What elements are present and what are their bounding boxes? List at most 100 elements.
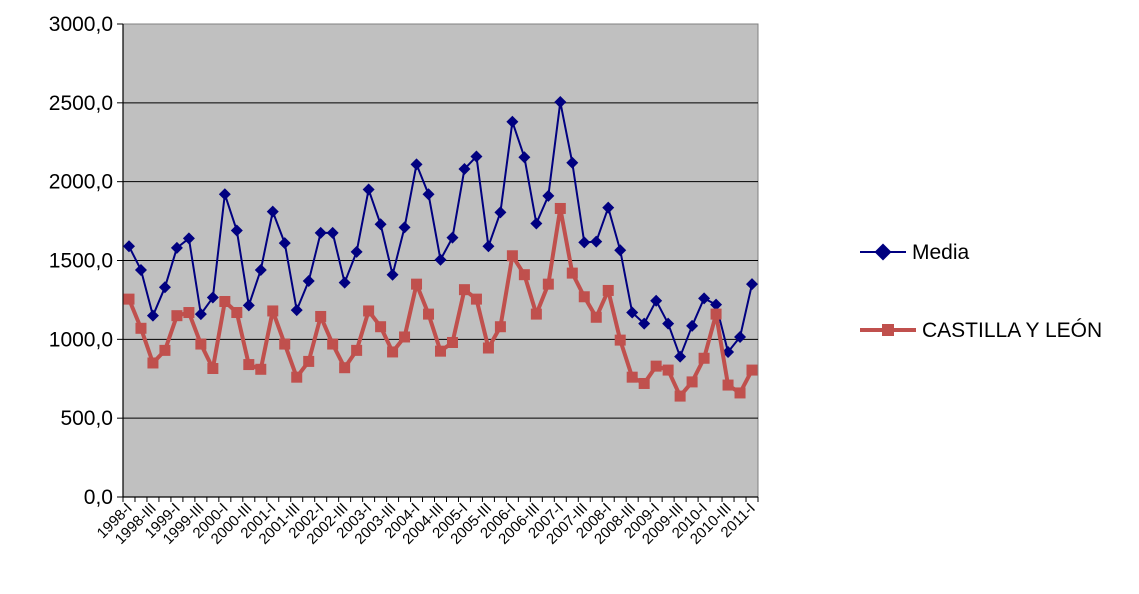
data-point: [123, 293, 135, 305]
data-point: [231, 307, 243, 319]
data-point: [327, 338, 339, 350]
data-point: [746, 278, 759, 291]
data-point: [410, 158, 423, 171]
data-point: [435, 345, 446, 357]
data-point: [722, 345, 735, 358]
legend: Media CASTILLA Y LEÓN: [860, 241, 1102, 342]
data-point: [650, 360, 662, 372]
data-point: [279, 338, 291, 350]
data-point: [542, 189, 555, 202]
data-point: [614, 334, 626, 346]
data-point: [302, 274, 315, 287]
data-point: [482, 240, 495, 253]
data-point: [554, 96, 567, 109]
y-tick-label: 500,0: [60, 407, 113, 430]
data-point: [626, 371, 638, 383]
data-point: [602, 201, 615, 214]
data-point: [230, 224, 243, 237]
data-point: [590, 311, 602, 323]
data-point: [398, 221, 411, 234]
data-point: [363, 305, 375, 317]
data-point: [423, 308, 435, 320]
data-point: [566, 267, 578, 279]
data-point: [626, 306, 639, 319]
data-point: [183, 307, 195, 319]
data-point: [314, 226, 327, 239]
data-point: [506, 115, 519, 128]
data-point: [339, 362, 351, 374]
legend-label-castilla-y-leon: CASTILLA Y LEÓN: [922, 319, 1102, 342]
data-point: [446, 336, 458, 348]
data-point: [578, 236, 591, 249]
data-point: [170, 241, 183, 254]
data-point: [362, 183, 375, 196]
data-point: [122, 240, 135, 253]
data-point: [254, 263, 267, 276]
data-point: [242, 299, 255, 312]
data-point: [207, 363, 219, 375]
data-point: [710, 308, 722, 320]
data-point: [710, 298, 723, 311]
y-tick-label: 1500,0: [49, 250, 113, 273]
y-tick-label: 2500,0: [49, 92, 113, 115]
gridlines: [123, 102, 758, 419]
legend-marker-castilla-y-leon: [882, 324, 894, 336]
data-point: [518, 151, 531, 164]
data-point: [290, 304, 303, 317]
data-point: [291, 371, 303, 383]
data-point: [399, 331, 411, 343]
data-point: [195, 338, 207, 350]
data-point: [338, 276, 351, 289]
data-point: [182, 232, 195, 245]
data-point: [470, 150, 483, 163]
data-point: [194, 308, 207, 321]
data-point: [267, 305, 279, 317]
data-point: [662, 364, 674, 376]
data-point: [171, 310, 183, 322]
data-point: [206, 291, 219, 304]
data-point: [158, 281, 171, 294]
data-point: [386, 268, 399, 281]
data-point: [530, 308, 542, 320]
data-point: [146, 309, 159, 322]
data-point: [434, 253, 447, 266]
data-point: [734, 387, 746, 399]
data-point: [590, 235, 603, 248]
series-layer: [122, 96, 759, 402]
data-point: [638, 317, 651, 330]
data-point: [351, 344, 363, 356]
data-point: [554, 202, 566, 214]
data-point: [518, 269, 530, 281]
data-point: [147, 357, 159, 369]
data-point: [698, 292, 711, 305]
data-point: [350, 245, 363, 258]
data-point: [650, 294, 663, 307]
data-point: [638, 377, 650, 389]
y-tick-label: 1000,0: [49, 328, 113, 351]
legend-item-media: Media: [860, 241, 970, 264]
y-tick-label: 0,0: [84, 486, 113, 509]
data-point: [674, 390, 686, 402]
data-point: [326, 226, 339, 239]
data-point: [135, 322, 147, 334]
data-point: [315, 310, 327, 322]
data-point: [458, 284, 470, 296]
series-media: [122, 96, 759, 363]
data-point: [602, 284, 614, 296]
data-point: [542, 278, 554, 290]
data-point: [746, 364, 758, 376]
data-point: [530, 217, 543, 230]
data-point: [278, 237, 291, 250]
y-tick-label: 3000,0: [49, 13, 113, 36]
data-point: [686, 319, 699, 332]
data-point: [494, 321, 506, 333]
x-tick-labels: 1998-I1998-III1999-I1999-III2000-I2000-I…: [94, 497, 759, 548]
data-point: [494, 206, 507, 219]
data-point: [219, 295, 231, 307]
data-point: [387, 346, 399, 358]
data-point: [422, 188, 435, 201]
data-point: [375, 321, 387, 333]
data-point: [470, 293, 482, 305]
data-point: [506, 250, 518, 262]
